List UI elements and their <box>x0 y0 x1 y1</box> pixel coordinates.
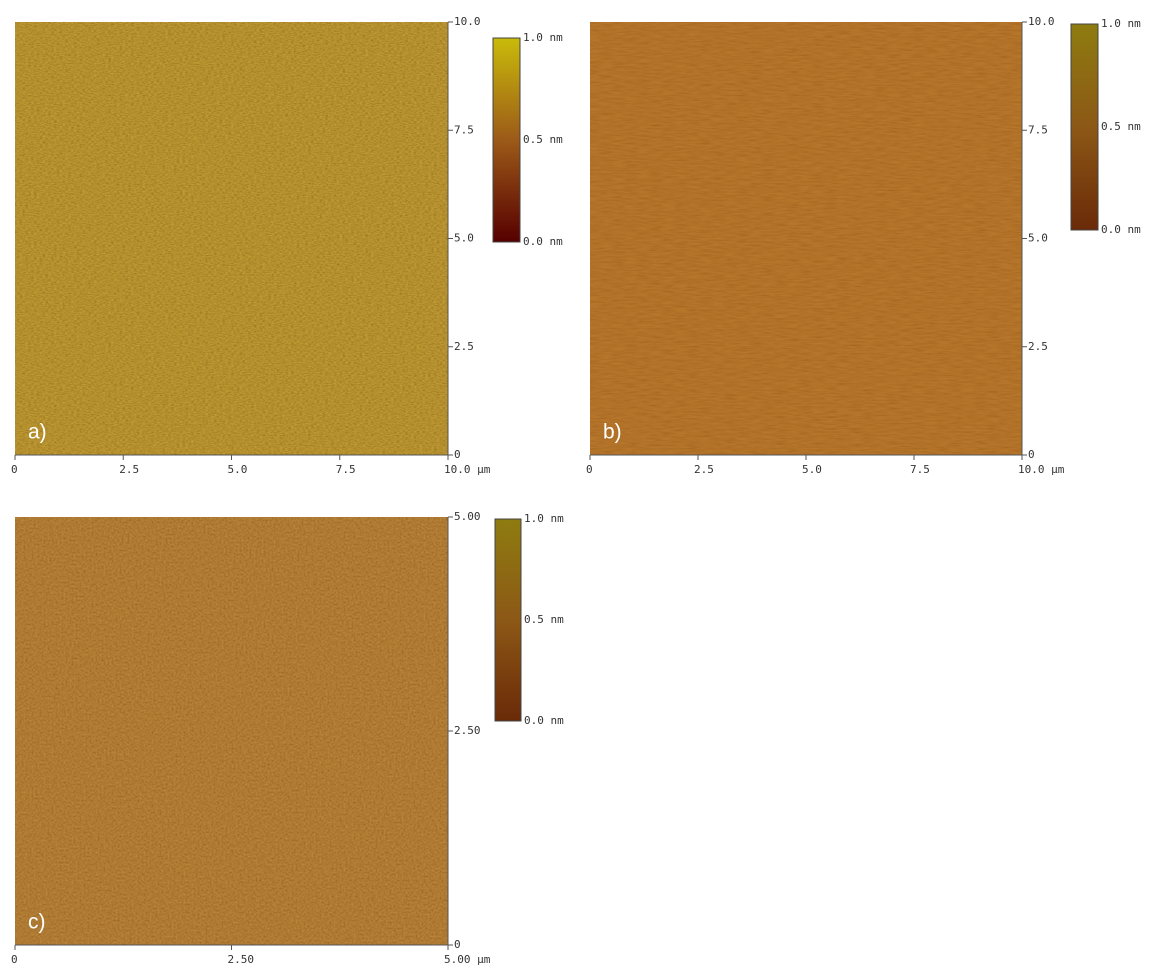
y-tick-label: 5.0 <box>1028 232 1048 245</box>
colorbar <box>492 37 521 243</box>
colorbar-label: 1.0 nm <box>523 31 563 44</box>
x-tick-label: 2.5 <box>119 463 139 476</box>
x-tick-label: 2.50 <box>228 953 255 966</box>
y-tick-label: 10.0 <box>454 15 481 28</box>
colorbar-label: 0.5 nm <box>524 613 564 626</box>
colorbar-label: 0.0 nm <box>524 714 564 727</box>
colorbar-label: 0.5 nm <box>523 133 563 146</box>
x-tick-label: 7.5 <box>336 463 356 476</box>
x-tick-label: 0 <box>11 953 18 966</box>
x-tick-label: 7.5 <box>910 463 930 476</box>
panel-label: a) <box>28 421 47 444</box>
panel-label: c) <box>28 911 46 934</box>
y-tick-label: 7.5 <box>454 123 474 136</box>
x-tick-label: 5.0 <box>228 463 248 476</box>
afm-texture <box>590 22 1022 455</box>
x-tick-label: 5.0 <box>802 463 822 476</box>
y-tick-label: 2.5 <box>454 340 474 353</box>
y-tick-label: 7.5 <box>1028 123 1048 136</box>
x-tick-label: 5.00 µm <box>444 953 491 966</box>
y-tick-label: 5.0 <box>454 232 474 245</box>
y-tick-label: 10.0 <box>1028 15 1055 28</box>
y-tick-label: 0 <box>454 448 461 461</box>
y-tick-label: 2.50 <box>454 724 481 737</box>
afm-texture <box>15 517 448 945</box>
colorbar-label: 0.0 nm <box>523 235 563 248</box>
panel-label: b) <box>603 421 622 444</box>
y-tick-label: 5.00 <box>454 510 481 523</box>
colorbar-label: 1.0 nm <box>524 512 564 525</box>
colorbar-label: 0.0 nm <box>1101 223 1141 236</box>
y-tick-label: 2.5 <box>1028 340 1048 353</box>
y-tick-label: 0 <box>1028 448 1035 461</box>
x-tick-label: 0 <box>586 463 593 476</box>
x-tick-label: 10.0 µm <box>444 463 491 476</box>
x-tick-label: 2.5 <box>694 463 714 476</box>
y-tick-label: 0 <box>454 938 461 951</box>
colorbar <box>494 518 522 722</box>
x-tick-label: 10.0 µm <box>1018 463 1065 476</box>
afm-texture <box>15 22 448 455</box>
colorbar-label: 0.5 nm <box>1101 120 1141 133</box>
colorbar <box>1070 23 1099 231</box>
colorbar-label: 1.0 nm <box>1101 17 1141 30</box>
x-tick-label: 0 <box>11 463 18 476</box>
